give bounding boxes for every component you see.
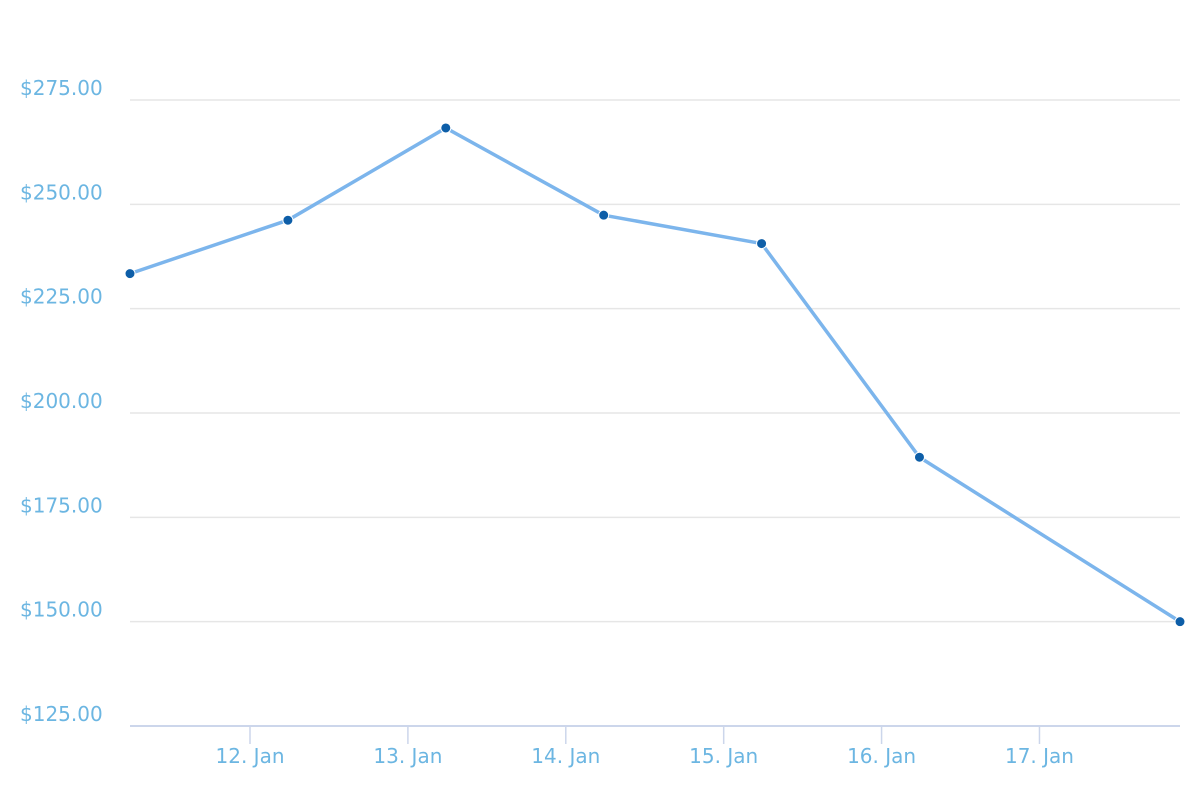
x-tick-label: 17. Jan bbox=[1005, 744, 1074, 768]
data-point bbox=[598, 209, 610, 221]
x-tick-label: 14. Jan bbox=[531, 744, 600, 768]
data-point bbox=[124, 268, 136, 280]
data-point bbox=[1174, 616, 1186, 628]
series-line bbox=[129, 126, 1181, 624]
y-tick-label: $125.00 bbox=[20, 702, 103, 726]
y-tick-label: $275.00 bbox=[20, 76, 103, 100]
data-point bbox=[756, 238, 768, 250]
data-point bbox=[282, 214, 294, 226]
y-tick-label: $150.00 bbox=[20, 598, 103, 622]
x-tick-label: 15. Jan bbox=[689, 744, 758, 768]
y-tick-label: $200.00 bbox=[20, 389, 103, 413]
x-tick-label: 16. Jan bbox=[847, 744, 916, 768]
x-tick-label: 13. Jan bbox=[373, 744, 442, 768]
y-tick-label: $175.00 bbox=[20, 493, 103, 517]
x-tick-label: 12. Jan bbox=[216, 744, 285, 768]
y-tick-label: $250.00 bbox=[20, 180, 103, 204]
y-tick-label: $225.00 bbox=[20, 285, 103, 309]
data-point bbox=[913, 451, 925, 463]
data-point bbox=[440, 122, 452, 134]
